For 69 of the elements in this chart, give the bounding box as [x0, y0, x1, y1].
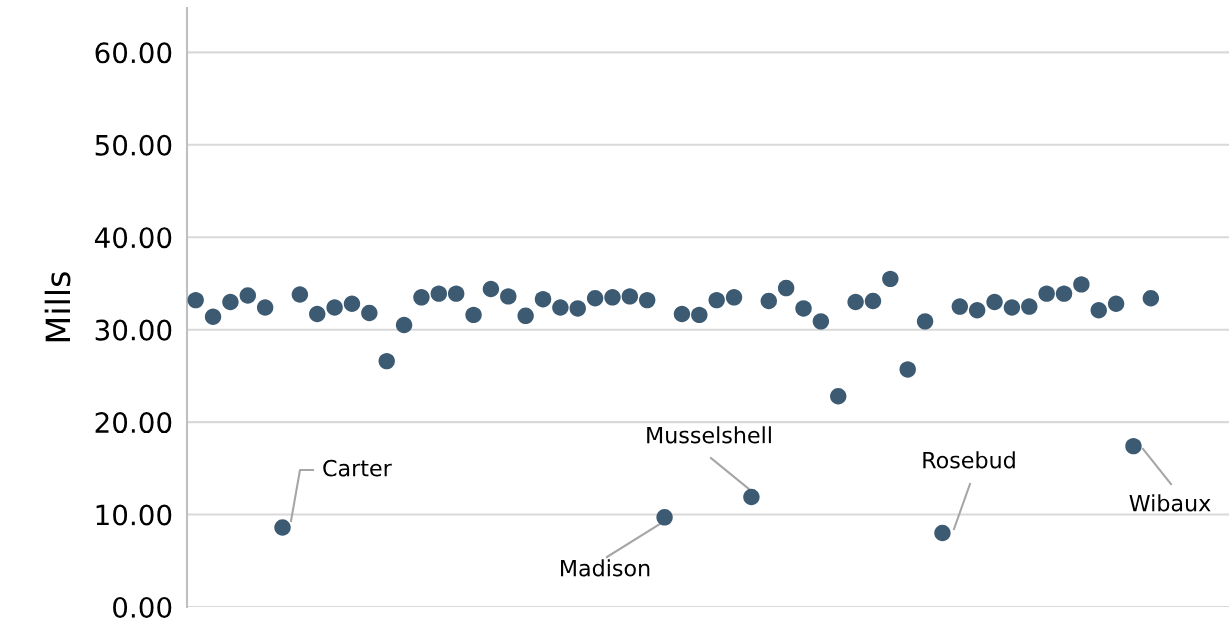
point	[743, 488, 760, 506]
point	[864, 292, 882, 310]
point	[343, 295, 361, 313]
point	[465, 306, 482, 324]
point	[395, 316, 413, 334]
y-tick-label: 30.00	[95, 319, 172, 341]
point	[552, 299, 569, 316]
point	[882, 270, 899, 288]
point	[916, 313, 934, 330]
point	[621, 288, 639, 305]
point	[1107, 295, 1125, 313]
point	[1090, 302, 1107, 319]
point	[691, 306, 708, 324]
point	[812, 313, 830, 330]
point	[847, 293, 864, 311]
y-tick-label: 10.00	[96, 504, 172, 526]
point	[1055, 285, 1073, 302]
point	[534, 290, 552, 308]
point	[569, 300, 586, 317]
point	[1038, 285, 1055, 302]
point	[291, 286, 309, 303]
point	[222, 293, 239, 311]
point	[934, 524, 951, 542]
point	[482, 280, 500, 298]
point	[256, 299, 274, 316]
point	[968, 302, 986, 319]
annotation: Wibaux	[1129, 494, 1211, 512]
y-tick-label: 20.00	[95, 412, 172, 434]
y-tick-label: 0.00	[113, 596, 172, 618]
point	[204, 308, 222, 325]
point	[1021, 298, 1038, 315]
annotation: Carter	[323, 459, 392, 477]
point	[447, 285, 465, 302]
point	[899, 361, 916, 378]
point	[274, 519, 291, 536]
y-tick-label: 40.00	[94, 227, 172, 249]
point	[986, 293, 1003, 311]
annotation: Rosebud	[923, 451, 1015, 469]
point	[725, 289, 743, 306]
point	[1073, 276, 1090, 293]
point	[604, 289, 621, 306]
point	[326, 299, 343, 316]
point	[830, 388, 847, 405]
y-tick-label: 60.00	[95, 42, 172, 64]
point	[1142, 290, 1160, 307]
point	[760, 292, 777, 310]
point	[413, 289, 430, 306]
point	[1003, 299, 1021, 316]
point	[1125, 437, 1142, 455]
point	[517, 307, 534, 325]
point	[777, 279, 795, 297]
point	[639, 291, 656, 309]
point	[951, 298, 969, 315]
point	[239, 287, 256, 304]
point	[656, 509, 673, 526]
annotation: Musselshell	[647, 426, 771, 444]
point	[361, 304, 378, 322]
point	[795, 300, 812, 317]
point	[187, 291, 204, 309]
annotation: Madison	[561, 559, 650, 577]
y-axis-title: Mills	[44, 272, 71, 342]
point	[673, 305, 691, 323]
y-tick-label: 50.00	[95, 134, 172, 156]
point	[378, 352, 395, 370]
point	[309, 305, 326, 323]
point	[586, 290, 604, 307]
point	[430, 285, 448, 302]
point	[500, 288, 517, 305]
point	[708, 291, 725, 309]
